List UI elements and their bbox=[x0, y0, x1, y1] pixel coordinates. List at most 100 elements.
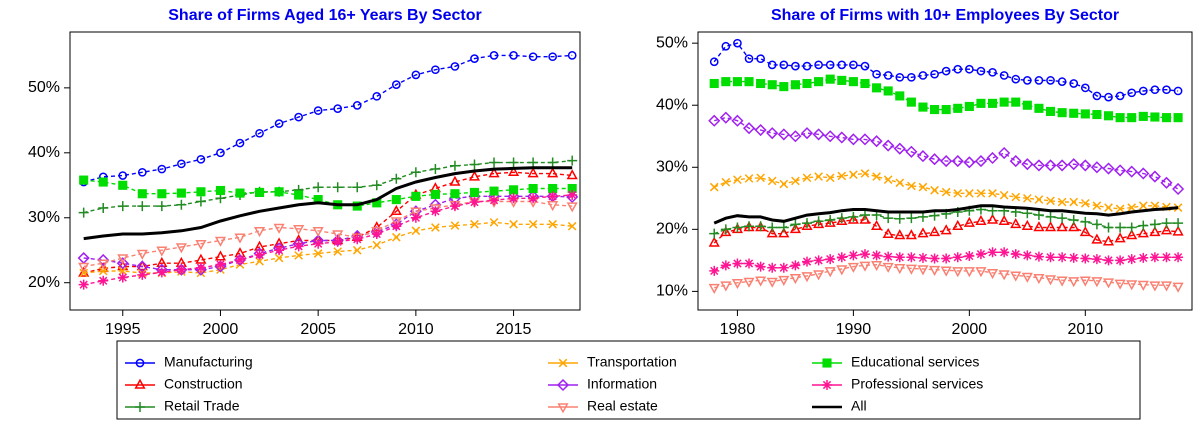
point bbox=[1115, 255, 1126, 266]
point bbox=[1137, 227, 1149, 238]
point bbox=[332, 236, 343, 247]
series-line bbox=[83, 159, 573, 214]
point bbox=[528, 219, 538, 229]
point bbox=[176, 199, 187, 210]
point bbox=[116, 257, 129, 270]
point bbox=[509, 51, 518, 60]
point bbox=[999, 190, 1009, 200]
point bbox=[1068, 221, 1080, 232]
point bbox=[766, 127, 779, 140]
point bbox=[1045, 252, 1056, 263]
point bbox=[999, 247, 1010, 258]
point bbox=[195, 239, 207, 251]
point bbox=[1044, 159, 1057, 172]
point bbox=[825, 173, 835, 183]
point bbox=[836, 265, 848, 276]
point bbox=[528, 183, 538, 194]
point bbox=[848, 211, 859, 222]
point bbox=[777, 128, 790, 141]
point bbox=[274, 245, 285, 256]
point bbox=[999, 71, 1009, 80]
point bbox=[1079, 159, 1092, 172]
point bbox=[872, 69, 881, 79]
point bbox=[883, 175, 893, 185]
point bbox=[177, 159, 186, 169]
point bbox=[1104, 92, 1113, 102]
point bbox=[837, 60, 847, 70]
point bbox=[1068, 215, 1079, 226]
legend-marker bbox=[558, 358, 568, 368]
point bbox=[176, 264, 187, 275]
point bbox=[847, 262, 859, 273]
point bbox=[117, 272, 128, 283]
point bbox=[1021, 272, 1033, 283]
legend-label: Real estate bbox=[587, 398, 658, 414]
point bbox=[1022, 250, 1033, 261]
point bbox=[195, 196, 206, 207]
y-tick-label: 40% bbox=[656, 96, 688, 113]
point bbox=[1068, 252, 1079, 263]
point bbox=[974, 155, 988, 168]
point bbox=[895, 72, 905, 82]
point bbox=[756, 173, 765, 183]
point bbox=[940, 266, 952, 277]
point bbox=[778, 222, 789, 233]
point bbox=[528, 52, 538, 62]
point bbox=[1126, 229, 1138, 240]
x-tick-label: 2000 bbox=[203, 321, 239, 338]
point bbox=[333, 247, 343, 256]
point bbox=[1022, 100, 1032, 110]
point bbox=[547, 201, 559, 212]
point bbox=[352, 182, 363, 193]
point bbox=[813, 270, 825, 281]
point bbox=[391, 232, 401, 242]
point bbox=[1103, 222, 1114, 233]
point bbox=[254, 187, 265, 197]
point bbox=[352, 101, 362, 110]
point bbox=[1102, 162, 1115, 175]
point bbox=[767, 80, 777, 90]
point bbox=[929, 253, 940, 264]
series-line bbox=[714, 116, 1179, 190]
point bbox=[1057, 108, 1067, 118]
y-tick-label: 20% bbox=[656, 221, 688, 238]
point bbox=[744, 77, 754, 87]
point bbox=[313, 182, 324, 193]
point bbox=[255, 128, 264, 138]
point bbox=[708, 283, 720, 295]
point bbox=[411, 226, 421, 236]
point bbox=[754, 123, 767, 137]
series-line bbox=[713, 204, 1179, 225]
point bbox=[527, 167, 539, 178]
point bbox=[848, 77, 858, 87]
point bbox=[235, 188, 245, 198]
point bbox=[371, 180, 382, 191]
point bbox=[548, 183, 558, 194]
point bbox=[987, 98, 998, 108]
point bbox=[965, 64, 974, 74]
point bbox=[1057, 213, 1068, 224]
point bbox=[352, 234, 363, 245]
point bbox=[1045, 106, 1056, 116]
y-tick-label: 50% bbox=[28, 79, 60, 96]
point bbox=[196, 187, 206, 197]
point bbox=[847, 133, 860, 146]
chart-title: Share of Firms with 10+ Employees By Sec… bbox=[771, 7, 1119, 24]
point bbox=[1034, 103, 1044, 113]
point bbox=[214, 236, 227, 247]
point bbox=[1056, 276, 1068, 287]
point bbox=[883, 86, 893, 96]
point bbox=[1045, 211, 1056, 222]
point bbox=[430, 206, 441, 217]
point bbox=[813, 216, 824, 227]
point bbox=[930, 185, 939, 195]
point bbox=[1010, 249, 1021, 260]
legend-marker bbox=[135, 402, 145, 412]
point bbox=[390, 204, 402, 216]
point bbox=[941, 105, 951, 115]
point bbox=[1069, 79, 1079, 88]
point bbox=[883, 71, 893, 80]
point bbox=[872, 83, 882, 93]
point bbox=[871, 250, 882, 261]
point bbox=[709, 182, 719, 192]
